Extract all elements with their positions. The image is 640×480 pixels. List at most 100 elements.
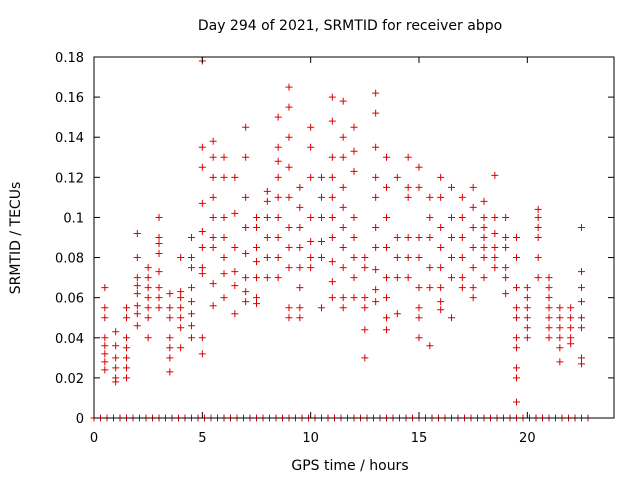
data-point — [307, 123, 315, 131]
y-tick-label: 0.04 — [55, 332, 84, 347]
data-point — [231, 282, 239, 290]
data-point — [437, 298, 445, 306]
data-point — [372, 89, 380, 97]
y-tick-label: 0.02 — [55, 372, 84, 387]
data-point — [458, 284, 466, 292]
data-point — [350, 123, 358, 131]
data-point — [350, 213, 358, 221]
x-tick-label: 5 — [198, 431, 206, 446]
data-point — [242, 123, 250, 131]
data-point — [220, 234, 228, 241]
data-point — [328, 213, 336, 221]
data-point — [155, 284, 163, 292]
y-tick-label: 0.1 — [63, 211, 84, 226]
data-point — [231, 244, 239, 252]
data-point — [198, 350, 206, 358]
data-point — [426, 342, 434, 350]
data-point — [383, 244, 390, 252]
data-point — [220, 213, 228, 221]
data-point — [523, 304, 531, 312]
data-point — [296, 264, 304, 272]
data-point — [491, 229, 499, 237]
data-point — [209, 193, 217, 201]
data-point — [383, 274, 390, 282]
data-point — [383, 183, 390, 191]
data-point — [350, 234, 358, 241]
data-point — [177, 304, 185, 312]
data-point — [177, 344, 185, 352]
data-point — [523, 314, 531, 322]
data-point — [285, 223, 293, 231]
data-point — [274, 274, 282, 282]
data-point — [372, 193, 380, 201]
data-point — [296, 304, 304, 312]
data-point — [415, 314, 423, 322]
data-point — [328, 294, 336, 302]
data-point — [263, 187, 271, 195]
data-point — [274, 213, 282, 221]
data-point — [502, 234, 510, 241]
data-point — [437, 173, 445, 181]
data-point — [328, 117, 336, 125]
data-point — [545, 334, 553, 342]
data-point — [144, 294, 152, 302]
data-point — [404, 274, 412, 282]
data-point — [502, 264, 510, 272]
data-point — [545, 304, 553, 312]
data-point — [198, 143, 206, 151]
data-point — [372, 223, 380, 231]
data-point — [578, 324, 585, 332]
y-tick-label: 0.18 — [55, 51, 84, 66]
data-point — [188, 298, 195, 306]
data-point — [491, 264, 499, 272]
data-point — [285, 304, 293, 312]
data-point — [350, 294, 358, 302]
data-point — [242, 153, 250, 161]
data-point — [393, 274, 401, 282]
data-point — [437, 223, 445, 231]
data-point — [231, 268, 239, 276]
data-point — [209, 137, 217, 145]
y-tick-label: 0.06 — [55, 292, 84, 307]
data-point — [469, 264, 477, 272]
data-point — [502, 290, 510, 298]
data-point — [383, 294, 390, 302]
data-point — [328, 258, 336, 266]
data-point — [448, 234, 455, 241]
data-point — [274, 254, 282, 262]
data-point — [133, 274, 141, 282]
data-point — [415, 234, 423, 241]
data-point — [469, 294, 477, 302]
data-point — [426, 193, 434, 201]
data-point — [513, 314, 520, 322]
data-point — [296, 284, 304, 292]
data-point — [404, 153, 412, 161]
data-point — [415, 254, 423, 262]
data-point — [556, 324, 564, 332]
data-point — [556, 344, 564, 352]
data-point — [458, 234, 466, 241]
data-point — [285, 314, 293, 322]
data-point — [469, 183, 477, 191]
data-point — [415, 163, 423, 171]
data-point — [556, 314, 564, 322]
data-point — [198, 227, 206, 235]
y-tick-label: 0 — [76, 412, 84, 427]
data-point — [328, 193, 336, 201]
data-point — [404, 193, 412, 201]
data-point — [242, 223, 250, 231]
data-point — [502, 274, 510, 282]
data-point — [231, 173, 239, 181]
data-point — [328, 234, 336, 241]
chart-title: Day 294 of 2021, SRMTID for receiver abp… — [198, 18, 502, 34]
data-point — [253, 274, 260, 282]
data-point — [274, 157, 282, 165]
data-point — [155, 240, 163, 248]
data-point — [437, 306, 445, 314]
y-axis-label: SRMTID / TECUs — [8, 182, 24, 295]
data-point — [448, 183, 455, 191]
data-point — [307, 213, 315, 221]
data-point — [318, 304, 325, 312]
data-point — [123, 354, 130, 362]
data-point — [534, 234, 542, 241]
